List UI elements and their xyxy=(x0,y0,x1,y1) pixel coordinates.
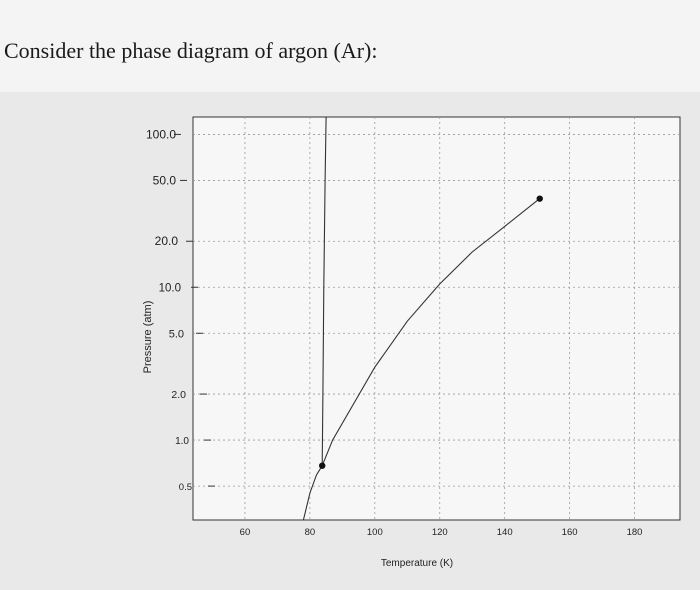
figure-area: 0.5 1.0 2.0 5.0 10.0 20.0 50.0 100.0 60 80 100 120 1… xyxy=(0,92,700,590)
melting-curve xyxy=(321,117,327,466)
x-tick-label: 120 xyxy=(432,527,448,538)
x-tick-label: 180 xyxy=(627,527,643,538)
question-text: Consider the phase diagram of argon (Ar)… xyxy=(4,38,378,63)
vaporization-curve xyxy=(321,198,541,466)
y-tick-label: 10.0 xyxy=(159,282,181,294)
y-tick-label: 1.0 xyxy=(175,436,189,447)
y-axis-label: Pressure (atm) xyxy=(142,301,154,374)
y-tick-label: 0.5 xyxy=(179,482,192,493)
x-tick-label: 160 xyxy=(562,527,578,538)
x-tick-label: 80 xyxy=(305,527,316,538)
triple-point-marker xyxy=(319,462,326,469)
x-axis-label: Temperature (K) xyxy=(381,558,453,569)
x-tick-label: 140 xyxy=(497,527,513,538)
y-tick-label: 50.0 xyxy=(153,173,177,187)
y-tick-label: 20.0 xyxy=(155,234,179,248)
y-tick-label: 100.0 xyxy=(146,127,176,141)
sublimation-curve xyxy=(302,465,323,520)
y-tick-label: 5.0 xyxy=(169,328,184,340)
y-tick-label: 2.0 xyxy=(171,389,186,401)
critical-point-marker xyxy=(536,195,543,202)
x-tick-label: 100 xyxy=(367,527,383,538)
phase-diagram-chart: 0.5 1.0 2.0 5.0 10.0 20.0 50.0 100.0 60 80 100 120 1… xyxy=(142,116,681,569)
x-tick-label: 60 xyxy=(240,527,251,538)
plot-area xyxy=(192,116,681,521)
question-header: Consider the phase diagram of argon (Ar)… xyxy=(0,0,700,92)
